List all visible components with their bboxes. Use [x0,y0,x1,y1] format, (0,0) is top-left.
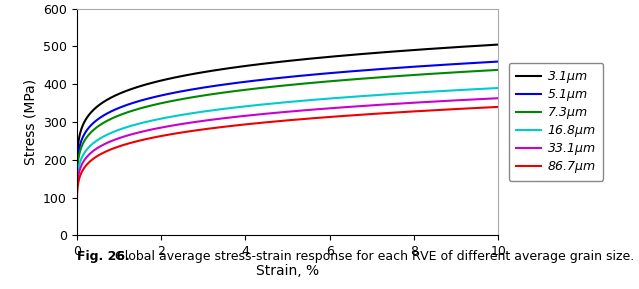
7.3μm [73,210,81,213]
16.8μm [73,214,81,217]
Line: 16.8μm: 16.8μm [77,88,498,215]
33.1μm [402,101,410,105]
33.1μm [495,97,502,100]
7.3μm [243,88,251,91]
86.7μm [410,110,417,113]
16.8μm [116,128,123,131]
5.1μm [116,106,123,109]
7.3μm [116,113,123,117]
86.7μm [73,220,81,223]
33.1μm [410,101,417,105]
33.1μm [73,216,81,220]
3.1μm [116,92,123,95]
Line: 3.1μm: 3.1μm [77,45,498,204]
33.1μm [116,136,123,140]
Line: 86.7μm: 86.7μm [77,107,498,221]
5.1μm [259,78,266,81]
16.8μm [243,104,251,108]
86.7μm [259,121,266,124]
Line: 7.3μm: 7.3μm [77,70,498,211]
Legend: 3.1μm, 5.1μm, 7.3μm, 16.8μm, 33.1μm, 86.7μm: 3.1μm, 5.1μm, 7.3μm, 16.8μm, 33.1μm, 86.… [509,63,603,181]
7.3μm [495,68,502,72]
7.3μm [259,86,266,90]
7.3μm [362,77,370,80]
16.8μm [402,92,410,95]
5.1μm [402,66,410,69]
5.1μm [73,207,81,210]
Line: 33.1μm: 33.1μm [77,98,498,218]
5.1μm [362,68,370,72]
86.7μm [402,110,410,114]
16.8μm [410,91,417,95]
7.3μm [402,74,410,77]
16.8μm [259,103,266,106]
86.7μm [116,144,123,148]
5.1μm [495,60,502,63]
16.8μm [362,94,370,98]
7.3μm [410,73,417,77]
3.1μm [402,49,410,52]
16.8μm [495,86,502,90]
5.1μm [410,65,417,68]
Text: Fig. 26.: Fig. 26. [77,250,130,263]
33.1μm [259,112,266,116]
86.7μm [362,113,370,116]
Text: Global average stress-strain response for each RVE of different average grain si: Global average stress-strain response fo… [107,250,635,263]
3.1μm [243,64,251,67]
X-axis label: Strain, %: Strain, % [256,264,319,278]
3.1μm [362,52,370,55]
3.1μm [73,202,81,205]
3.1μm [410,48,417,52]
Line: 5.1μm: 5.1μm [77,62,498,208]
5.1μm [243,80,251,83]
86.7μm [243,123,251,126]
Y-axis label: Stress (MPa): Stress (MPa) [24,79,38,165]
3.1μm [259,62,266,66]
86.7μm [495,105,502,109]
3.1μm [495,43,502,46]
33.1μm [243,114,251,117]
33.1μm [362,104,370,108]
